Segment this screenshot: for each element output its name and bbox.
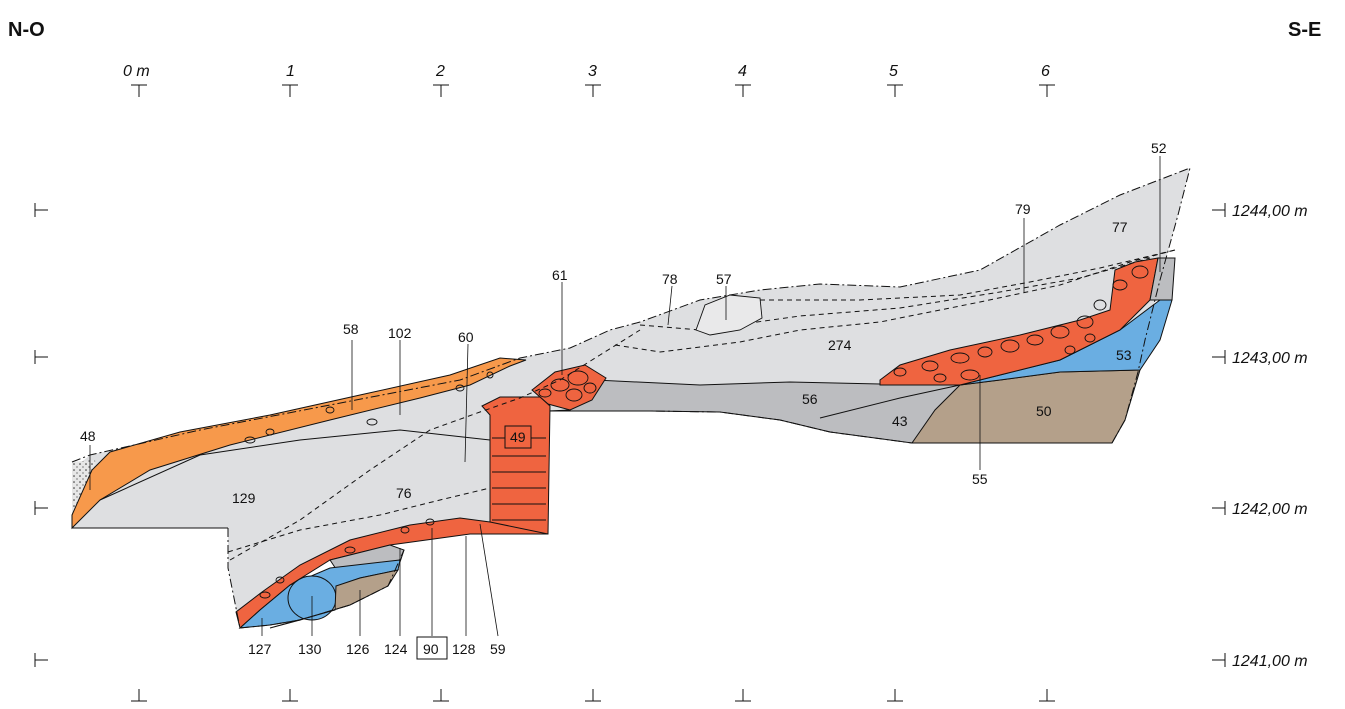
bottom-tick-4 [735, 689, 751, 702]
unit-label-90: 90 [423, 641, 439, 657]
box-label-90 [416, 636, 448, 660]
elevation-label-1242: 1242,00 m [1232, 501, 1308, 518]
unit-label-274: 274 [828, 337, 852, 353]
x-tick-label-5: 5 [889, 63, 898, 80]
layer-52-grey [1149, 257, 1176, 301]
unit-label-78: 78 [662, 271, 678, 287]
unit-label-53: 53 [1116, 347, 1132, 363]
unit-label-61: 61 [552, 267, 568, 283]
bottom-tick-1 [282, 689, 298, 702]
top-tick-5 [887, 84, 903, 97]
top-tick-1 [282, 84, 298, 97]
left-tick-1244 [34, 203, 48, 217]
bottom-tick-0 [131, 689, 147, 702]
rubble-stones [244, 265, 1149, 599]
unit-label-43: 43 [892, 413, 908, 429]
boundary-274-b [639, 257, 1151, 331]
unit-label-79: 79 [1015, 201, 1031, 217]
bottom-tick-2 [433, 689, 449, 702]
top-tick-4 [735, 84, 751, 97]
orientation-right-label: S-E [1288, 19, 1321, 41]
elevation-label-1241: 1241,00 m [1232, 653, 1308, 670]
elevation-label-1244: 1244,00 m [1232, 203, 1308, 220]
unit-label-49: 49 [510, 429, 526, 445]
right-tick-1244 [1212, 203, 1226, 217]
unit-label-57: 57 [716, 271, 732, 287]
unit-labels: 48 129 76 58 102 60 61 78 57 274 79 77 5… [80, 140, 1167, 657]
leader-lines [89, 156, 1161, 637]
top-tick-0 [131, 84, 147, 97]
boundary-79 [760, 249, 1176, 301]
unit-label-102: 102 [388, 325, 412, 341]
boundary-56-43 [819, 384, 961, 419]
unit-label-52: 52 [1151, 140, 1167, 156]
left-tick-1243 [34, 350, 48, 364]
unit-label-130: 130 [298, 641, 322, 657]
x-tick-label-4: 4 [738, 63, 747, 80]
top-scale: 0 m 1 2 3 4 5 6 [123, 63, 1055, 97]
boundary-274-a [614, 249, 1176, 353]
unit-label-76: 76 [396, 485, 412, 501]
x-tick-label-6: 6 [1041, 63, 1050, 80]
x-tick-label-2: 2 [435, 63, 445, 80]
unit-label-126: 126 [346, 641, 370, 657]
boundary-129-76 [227, 487, 491, 553]
layer-58-orange [71, 357, 527, 530]
wall-49 [481, 396, 551, 535]
orientation-left-label: N-O [8, 19, 45, 41]
x-tick-label-3: 3 [588, 63, 597, 80]
unit-label-48: 48 [80, 428, 96, 444]
unit-label-58: 58 [343, 321, 359, 337]
unit-label-128: 128 [452, 641, 476, 657]
unit-label-77: 77 [1112, 219, 1128, 235]
right-tick-1241 [1212, 653, 1226, 667]
x-tick-label-0: 0 m [123, 63, 150, 80]
bottom-tick-6 [1039, 689, 1055, 702]
section-outline [71, 167, 1191, 463]
bottom-tick-5 [887, 689, 903, 702]
top-tick-3 [585, 84, 601, 97]
right-tick-1243 [1212, 350, 1226, 364]
x-tick-label-1: 1 [286, 63, 295, 80]
bottom-scale [131, 689, 1055, 702]
boundary-76-top [99, 429, 491, 501]
top-tick-2 [433, 84, 449, 97]
unit-label-124: 124 [384, 641, 408, 657]
boundary-60 [229, 329, 641, 561]
right-scale: 1244,00 m 1243,00 m 1242,00 m 1241,00 m [1212, 203, 1308, 670]
left-tick-1242 [34, 501, 48, 515]
unit-label-127: 127 [248, 641, 272, 657]
top-tick-6 [1039, 84, 1055, 97]
unit-label-50: 50 [1036, 403, 1052, 419]
unit-label-55: 55 [972, 471, 988, 487]
unit-label-60: 60 [458, 329, 474, 345]
stone-57 [695, 294, 763, 336]
bottom-tick-3 [585, 689, 601, 702]
left-tick-1241 [34, 653, 48, 667]
unit-label-56: 56 [802, 391, 818, 407]
left-scale [34, 203, 48, 667]
right-tick-1242 [1212, 501, 1226, 515]
elevation-label-1243: 1243,00 m [1232, 350, 1308, 367]
unit-label-59: 59 [490, 641, 506, 657]
unit-label-129: 129 [232, 490, 256, 506]
box-label-49 [504, 425, 532, 449]
